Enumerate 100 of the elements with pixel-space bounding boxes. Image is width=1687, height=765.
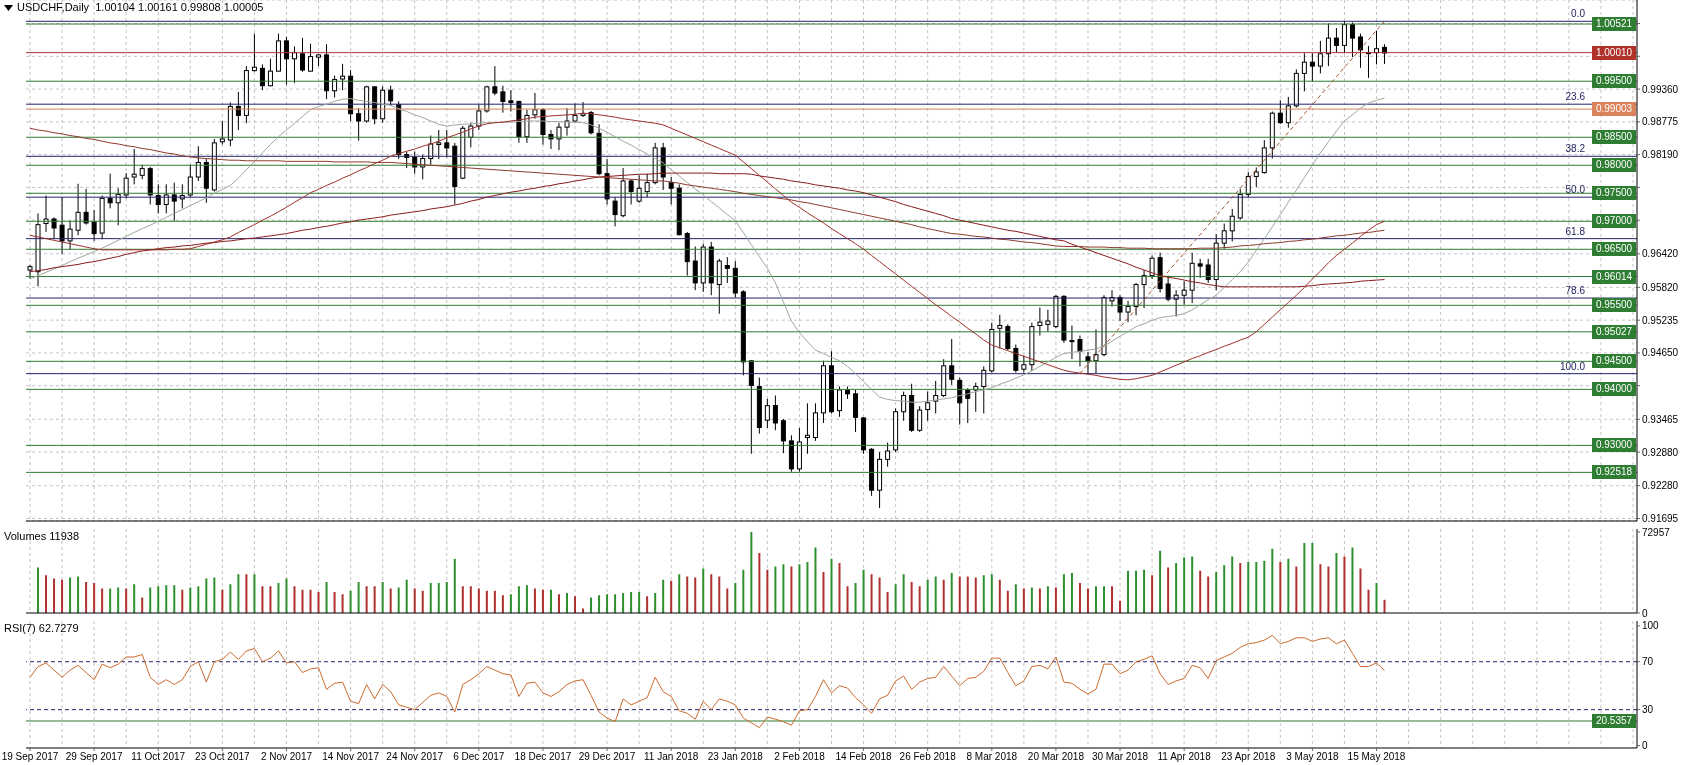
y-tick-label: 0 <box>1642 740 1648 752</box>
bar <box>1343 556 1346 613</box>
candlestick <box>949 338 955 386</box>
bar <box>221 589 224 613</box>
y-tick-label: 0.98775 <box>1642 116 1679 128</box>
line-series <box>1079 20 1386 375</box>
bar <box>1175 563 1178 613</box>
bar <box>437 583 440 613</box>
annotation: 38.2 <box>1565 143 1585 155</box>
chart-title: RSI(7) 62.7279 <box>4 622 79 635</box>
bar <box>69 577 72 613</box>
candlestick <box>187 164 193 198</box>
bar <box>902 574 905 613</box>
x-tick-label: 11 Apr 2018 <box>1157 751 1212 763</box>
candlestick <box>259 63 265 91</box>
y-tick-label: 0.96420 <box>1642 248 1679 260</box>
bar <box>341 594 344 613</box>
bar <box>181 589 184 613</box>
candlestick <box>444 129 450 158</box>
bar <box>333 591 336 613</box>
bar <box>742 569 745 613</box>
x-tick-label: 2 Nov 2017 <box>260 751 313 763</box>
bar <box>694 577 697 613</box>
y-tick-label: 0.99360 <box>1642 83 1679 95</box>
bar <box>918 586 921 613</box>
bar <box>37 567 40 613</box>
candlestick <box>356 107 362 142</box>
x-tick-label: 3 May 2018 <box>1286 751 1339 763</box>
candlestick <box>1085 351 1091 375</box>
ref-line-label: 0.93000 <box>1595 439 1633 451</box>
candlestick <box>1253 167 1259 188</box>
ref-line-label: 0.94500 <box>1595 355 1633 367</box>
candlestick <box>1181 280 1187 306</box>
candlestick <box>436 129 442 160</box>
bar <box>766 569 769 613</box>
x-tick-label: 14 Feb 2018 <box>835 751 893 763</box>
candlestick <box>804 402 810 455</box>
bar <box>790 566 793 613</box>
bar <box>1183 557 1186 613</box>
candlestick <box>628 178 634 205</box>
candlestick <box>43 195 49 233</box>
candlestick <box>508 89 514 112</box>
bar <box>1207 576 1210 613</box>
candlestick <box>476 104 482 131</box>
bar <box>85 581 88 613</box>
bar <box>485 590 488 613</box>
bar <box>277 583 280 613</box>
candlestick <box>1341 20 1347 54</box>
bar <box>814 547 817 613</box>
chart-title: USDCHF,Daily 1.00104 1.00161 0.99808 1.00005 <box>17 1 264 14</box>
bar <box>1327 566 1330 613</box>
candlestick <box>492 65 498 96</box>
y-tick-label: 0.98190 <box>1642 149 1679 161</box>
bar <box>614 594 617 613</box>
candlestick <box>155 183 161 214</box>
bar <box>477 588 480 613</box>
bar <box>45 575 48 613</box>
candlestick <box>1333 27 1339 54</box>
candlestick <box>612 196 618 227</box>
candlestick <box>1301 52 1307 92</box>
candlestick <box>580 101 586 118</box>
bar <box>405 579 408 613</box>
bar <box>141 597 144 613</box>
bar <box>662 579 665 613</box>
candlestick <box>283 36 289 86</box>
candlestick <box>772 395 778 431</box>
bar <box>1014 584 1017 613</box>
bar <box>461 586 464 613</box>
bar <box>1119 600 1122 613</box>
x-tick-label: 30 Mar 2018 <box>1091 751 1149 763</box>
candlestick <box>1277 99 1283 125</box>
bar <box>1135 570 1138 613</box>
bar <box>1167 567 1170 613</box>
candlestick <box>556 122 562 151</box>
annotation: 50.0 <box>1565 184 1585 196</box>
y-tick-label: 0 <box>1642 607 1648 619</box>
ref-line-label: 0.94000 <box>1595 383 1633 395</box>
candlestick <box>1317 40 1323 74</box>
bar <box>646 596 649 613</box>
candlestick <box>251 33 257 73</box>
bar <box>630 591 633 613</box>
candlestick <box>548 129 554 150</box>
bar <box>638 591 641 613</box>
bar <box>590 597 593 613</box>
candlestick <box>917 405 923 433</box>
bar <box>998 579 1001 613</box>
bar <box>421 590 424 613</box>
candlestick <box>1221 223 1227 250</box>
x-tick-label: 18 Dec 2017 <box>514 751 572 763</box>
bar <box>309 589 312 613</box>
ref-line-label: 0.95027 <box>1595 325 1633 337</box>
x-tick-label: 24 Nov 2017 <box>386 751 444 763</box>
x-tick-label: 14 Nov 2017 <box>322 751 380 763</box>
bar <box>1215 571 1218 613</box>
candlestick <box>1037 307 1043 337</box>
candlestick <box>1077 335 1083 367</box>
candlestick <box>1125 300 1131 323</box>
candlestick <box>973 382 979 413</box>
bar <box>61 579 64 613</box>
bar <box>445 581 448 613</box>
